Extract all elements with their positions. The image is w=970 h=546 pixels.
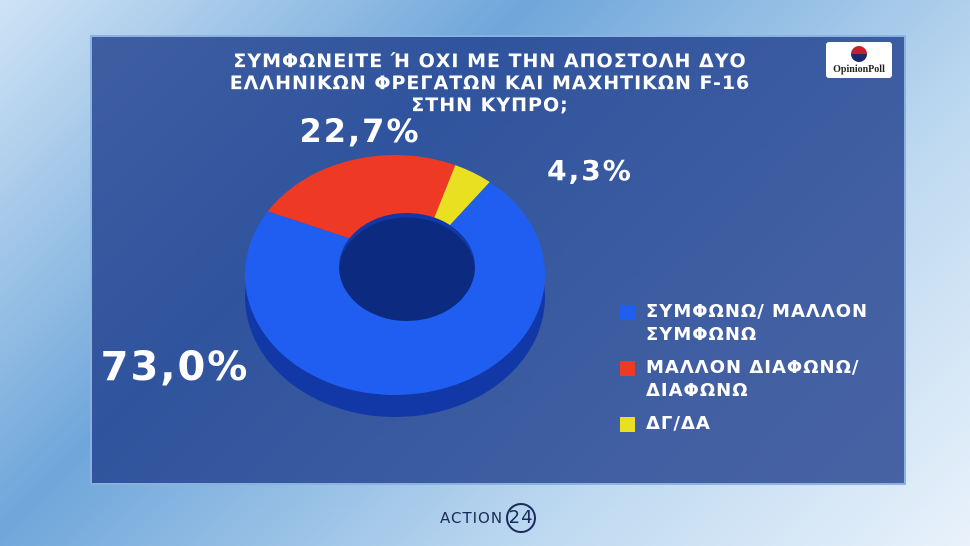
value-label: 4,3% <box>547 154 633 187</box>
legend-swatch <box>620 305 635 320</box>
legend-label: ΔΓ/ΔΑ <box>646 413 711 434</box>
logo-text: OpinionPoll <box>833 64 885 75</box>
channel-number: 24 <box>506 503 537 533</box>
channel-name: ACTION <box>440 509 504 527</box>
donut-segment <box>267 154 456 239</box>
donut-segment <box>244 182 545 396</box>
logo-icon <box>851 46 867 62</box>
value-label: 73,0% <box>101 344 250 390</box>
legend-label: ΣΥΜΦΩΝΩ/ ΜΑΛΛΟΝ ΣΥΜΦΩΝΩ <box>646 301 869 345</box>
donut-hole-side <box>339 217 475 326</box>
legend-item: ΜΑΛΛΟΝ ΔΙΑΦΩΝΩ/ ΔΙΑΦΩΝΩ <box>620 356 886 402</box>
channel-logo: ACTION 24 <box>440 503 537 533</box>
legend: ΣΥΜΦΩΝΩ/ ΜΑΛΛΟΝ ΣΥΜΦΩΝΩ ΜΑΛΛΟΝ ΔΙΑΦΩΝΩ/ Δ… <box>620 300 910 445</box>
legend-swatch <box>620 417 635 432</box>
logo: OpinionPoll <box>826 42 892 78</box>
chart-title: ΣΥΜΦΩΝΕΙΤΕ Ή ΟΧΙ ΜΕ ΤΗΝ ΑΠΟΣΤΟΛΗ ΔΥΟ ΕΛΛ… <box>229 50 751 116</box>
legend-label: ΜΑΛΛΟΝ ΔΙΑΦΩΝΩ/ ΔΙΑΦΩΝΩ <box>646 357 860 401</box>
legend-swatch <box>620 361 635 376</box>
donut-segment <box>434 165 490 226</box>
value-label: 22,7% <box>299 112 420 150</box>
legend-item: ΣΥΜΦΩΝΩ/ ΜΑΛΛΟΝ ΣΥΜΦΩΝΩ <box>620 300 886 346</box>
legend-item: ΔΓ/ΔΑ <box>620 412 886 435</box>
